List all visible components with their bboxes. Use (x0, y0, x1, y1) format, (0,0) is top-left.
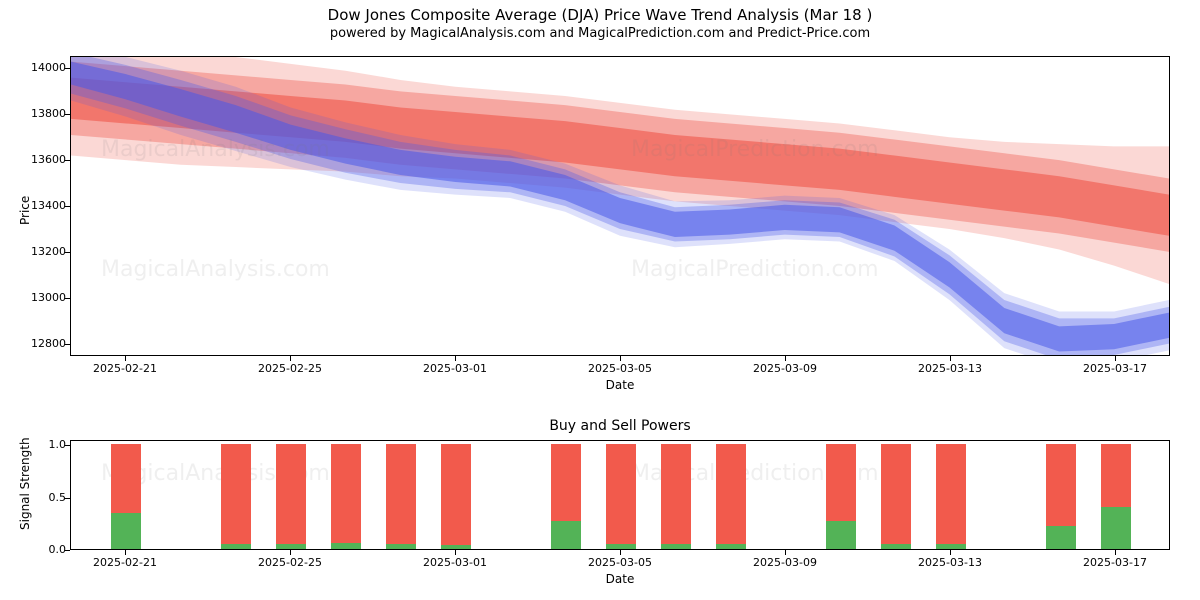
buy-power-bar (331, 543, 361, 549)
sell-power-bar (936, 444, 966, 549)
sell-power-bar (606, 444, 636, 549)
buy-sell-power-plot: MagicalAnalysis.com MagicalPrediction.co… (70, 440, 1170, 550)
chart-title: Dow Jones Composite Average (DJA) Price … (0, 6, 1200, 24)
figure: Dow Jones Composite Average (DJA) Price … (0, 0, 1200, 600)
title-block: Dow Jones Composite Average (DJA) Price … (0, 6, 1200, 41)
x-tick-label: 2025-03-09 (753, 362, 817, 375)
x-tick-label: 2025-03-13 (918, 362, 982, 375)
y-tick-label: 13400 (16, 199, 66, 212)
buy-power-bar (551, 521, 581, 549)
buy-power-bar (936, 544, 966, 549)
buy-power-bar (606, 544, 636, 549)
buy-power-bar (716, 544, 746, 549)
x-axis-label: Date (70, 378, 1170, 392)
x-tick-label: 2025-02-21 (93, 556, 157, 569)
buy-power-bar (661, 544, 691, 549)
buy-power-bar (386, 544, 416, 549)
sell-power-bar (331, 444, 361, 549)
x-tick-label: 2025-03-05 (588, 556, 652, 569)
buy-power-bar (1101, 507, 1131, 549)
chart-subtitle: powered by MagicalAnalysis.com and Magic… (0, 26, 1200, 41)
sell-power-bar (386, 444, 416, 549)
y-tick-label: 12800 (16, 337, 66, 350)
buy-power-bar (441, 545, 471, 549)
sell-power-bar (221, 444, 251, 549)
buy-power-bar (276, 544, 306, 549)
buy-power-bar (221, 544, 251, 549)
buy-power-bar (111, 513, 141, 549)
sell-power-bar (441, 444, 471, 549)
y-tick-label: 13600 (16, 153, 66, 166)
x-axis-label: Date (70, 572, 1170, 586)
buy-power-bar (881, 544, 911, 549)
y-tick-label: 0.0 (16, 543, 66, 556)
x-tick-label: 2025-03-17 (1083, 362, 1147, 375)
x-tick-label: 2025-03-17 (1083, 556, 1147, 569)
x-tick-label: 2025-03-05 (588, 362, 652, 375)
x-tick-label: 2025-02-25 (258, 362, 322, 375)
x-tick-label: 2025-02-25 (258, 556, 322, 569)
price-wave-plot: MagicalAnalysis.com MagicalPrediction.co… (70, 56, 1170, 356)
sell-power-bar (881, 444, 911, 549)
y-tick-label: 13000 (16, 291, 66, 304)
x-tick-label: 2025-03-09 (753, 556, 817, 569)
power-chart-title: Buy and Sell Powers (70, 418, 1170, 434)
buy-power-bar (826, 521, 856, 549)
x-tick-label: 2025-03-13 (918, 556, 982, 569)
sell-power-bar (716, 444, 746, 549)
buy-power-bar (1046, 526, 1076, 549)
x-tick-label: 2025-03-01 (423, 556, 487, 569)
y-axis-label: Signal Strength (18, 437, 32, 530)
y-tick-label: 14000 (16, 61, 66, 74)
y-tick-label: 13800 (16, 107, 66, 120)
x-tick-label: 2025-02-21 (93, 362, 157, 375)
band-svg (71, 57, 1169, 355)
y-tick-label: 13200 (16, 245, 66, 258)
y-tick-label: 0.5 (16, 491, 66, 504)
y-tick-label: 1.0 (16, 438, 66, 451)
sell-power-bar (661, 444, 691, 549)
sell-power-bar (276, 444, 306, 549)
x-tick-label: 2025-03-01 (423, 362, 487, 375)
